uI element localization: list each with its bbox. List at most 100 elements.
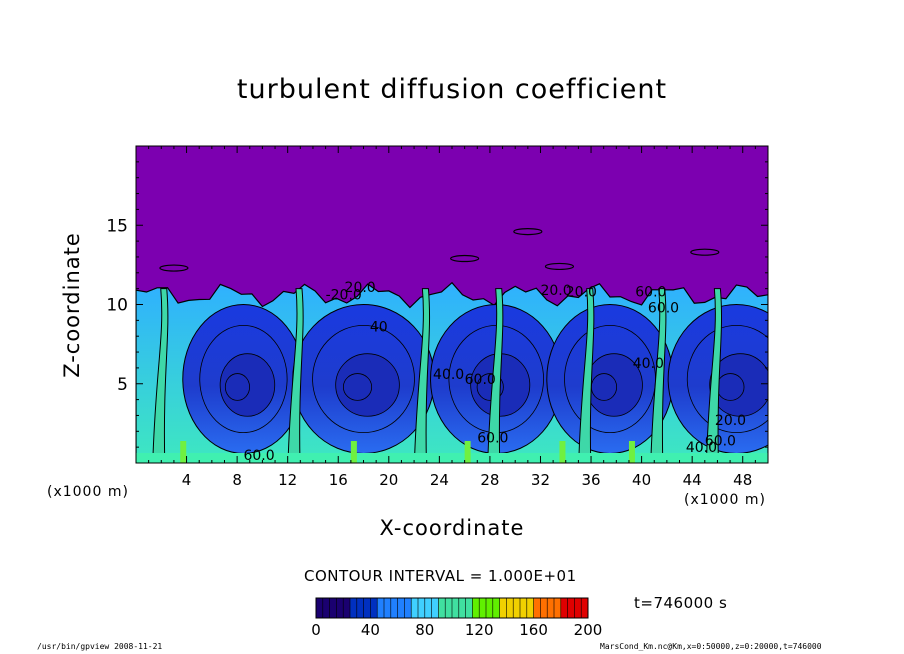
colorbar-segment: [329, 598, 337, 618]
contour-label: 40.0: [686, 440, 717, 456]
updraft-plume: [650, 288, 667, 463]
colorbar-segment: [472, 598, 480, 618]
colorbar-segment: [479, 598, 487, 618]
colorbar-segment: [350, 598, 358, 618]
colorbar: 0 40 80 120 160 200: [311, 597, 603, 639]
contour-label: 40: [370, 319, 388, 335]
x-tick-label: 20: [379, 471, 398, 489]
colorbar-segment: [513, 598, 521, 618]
colorbar-segment: [336, 598, 344, 618]
y-tick-label: 10: [106, 296, 128, 316]
colorbar-segment: [363, 598, 371, 618]
contour-line: [450, 254, 480, 263]
x-tick-label: 28: [480, 471, 499, 489]
z-unit-label: (x1000 m): [47, 484, 129, 500]
colorbar-segment: [533, 598, 541, 618]
surface-peak: [180, 441, 187, 463]
contour-label: -20.0: [326, 288, 362, 304]
contour-line: [312, 324, 415, 434]
colorbar-frame: [315, 597, 589, 619]
x-unit-label: (x1000 m): [684, 492, 766, 508]
contour-label: 20.0: [715, 413, 746, 429]
colorbar-segment: [560, 598, 569, 618]
updraft-plume: [287, 288, 304, 463]
colorbar-segment: [458, 598, 467, 618]
contour-label: 60.0: [705, 434, 736, 450]
colorbar-segment: [445, 598, 453, 618]
footer-left: /usr/bin/gpview 2008-11-21: [37, 642, 163, 651]
contour-interval: CONTOUR INTERVAL = 1.000E+01: [304, 567, 577, 585]
colorbar-tick-label: 160: [519, 621, 548, 639]
colorbar-segment: [486, 598, 494, 618]
x-tick-label: 16: [329, 471, 348, 489]
colorbar-segment: [506, 598, 514, 618]
contour-line: [690, 248, 720, 256]
colorbar-tick-label: 0: [311, 621, 321, 639]
colorbar-segment: [581, 598, 589, 618]
colorbar-segment: [356, 598, 365, 618]
colorbar-segment: [465, 598, 473, 618]
colorbar-segment: [411, 598, 419, 618]
x-tick-label: 40: [632, 471, 651, 489]
colorbar-segment: [424, 598, 433, 618]
surface-peak: [628, 441, 635, 463]
contour-line: [342, 373, 373, 401]
contour-line: [335, 353, 400, 417]
updraft-plume: [578, 288, 595, 463]
x-tick-label: 36: [581, 471, 600, 489]
contour-label: 60.0: [465, 372, 496, 388]
surface-peak: [559, 441, 566, 463]
colorbar-tick-label: 120: [465, 621, 494, 639]
colorbar-segment: [452, 598, 460, 618]
colorbar-segment: [492, 598, 501, 618]
colorbar-segment: [397, 598, 405, 618]
contour-line: [544, 262, 575, 271]
contour-line: [476, 373, 504, 401]
colorbar-segment: [370, 598, 378, 618]
colorbar-segment: [390, 598, 399, 618]
chart-title: turbulent diffusion coefficient: [236, 74, 668, 105]
contour-label: 60.0: [243, 448, 274, 464]
contour-label: 20.0: [566, 285, 597, 301]
colorbar-segment: [574, 598, 582, 618]
footer-right: MarsCond_Km.nc@Km,x=0:50000,z=0:20000,t=…: [600, 642, 822, 651]
colorbar-segment: [377, 598, 385, 618]
contour-label: 20.0: [540, 283, 571, 299]
colorbar-segment: [567, 598, 575, 618]
surface-peak: [350, 441, 357, 463]
x-tick-label: 4: [182, 471, 192, 489]
contour-line: [199, 324, 288, 434]
contour-label: 60.0: [477, 430, 508, 446]
updraft-plume: [487, 288, 504, 463]
colorbar-segment: [384, 598, 392, 618]
colorbar-tick-label: 200: [574, 621, 603, 639]
contour-label: 60.0: [648, 300, 679, 316]
colorbar-segment: [438, 598, 446, 618]
x-axis-label: X-coordinate: [379, 516, 525, 540]
colorbar-segment: [499, 598, 507, 618]
contour-line: [219, 353, 276, 417]
colorbar-segment: [540, 598, 548, 618]
x-tick-label: 8: [232, 471, 242, 489]
colorbar-segment: [418, 598, 426, 618]
updraft-plume: [152, 288, 169, 463]
contour-label: 60.0: [635, 285, 666, 301]
y-tick-label: 5: [117, 375, 128, 395]
contour-line: [159, 264, 189, 272]
x-tick-label: 44: [683, 471, 702, 489]
contour-line: [709, 353, 768, 417]
colorbar-segment: [404, 598, 412, 618]
colorbar-segment: [316, 598, 324, 618]
colorbar-segment: [322, 598, 331, 618]
colorbar-tick-label: 80: [415, 621, 434, 639]
contour-label: 40.0: [633, 356, 664, 372]
contour-label: 20.0: [345, 280, 376, 296]
x-tick-label: 48: [733, 471, 752, 489]
surface-peak: [464, 441, 471, 463]
colorbar-segment: [554, 598, 562, 618]
contour-line: [513, 227, 543, 236]
x-tick-label: 24: [430, 471, 449, 489]
